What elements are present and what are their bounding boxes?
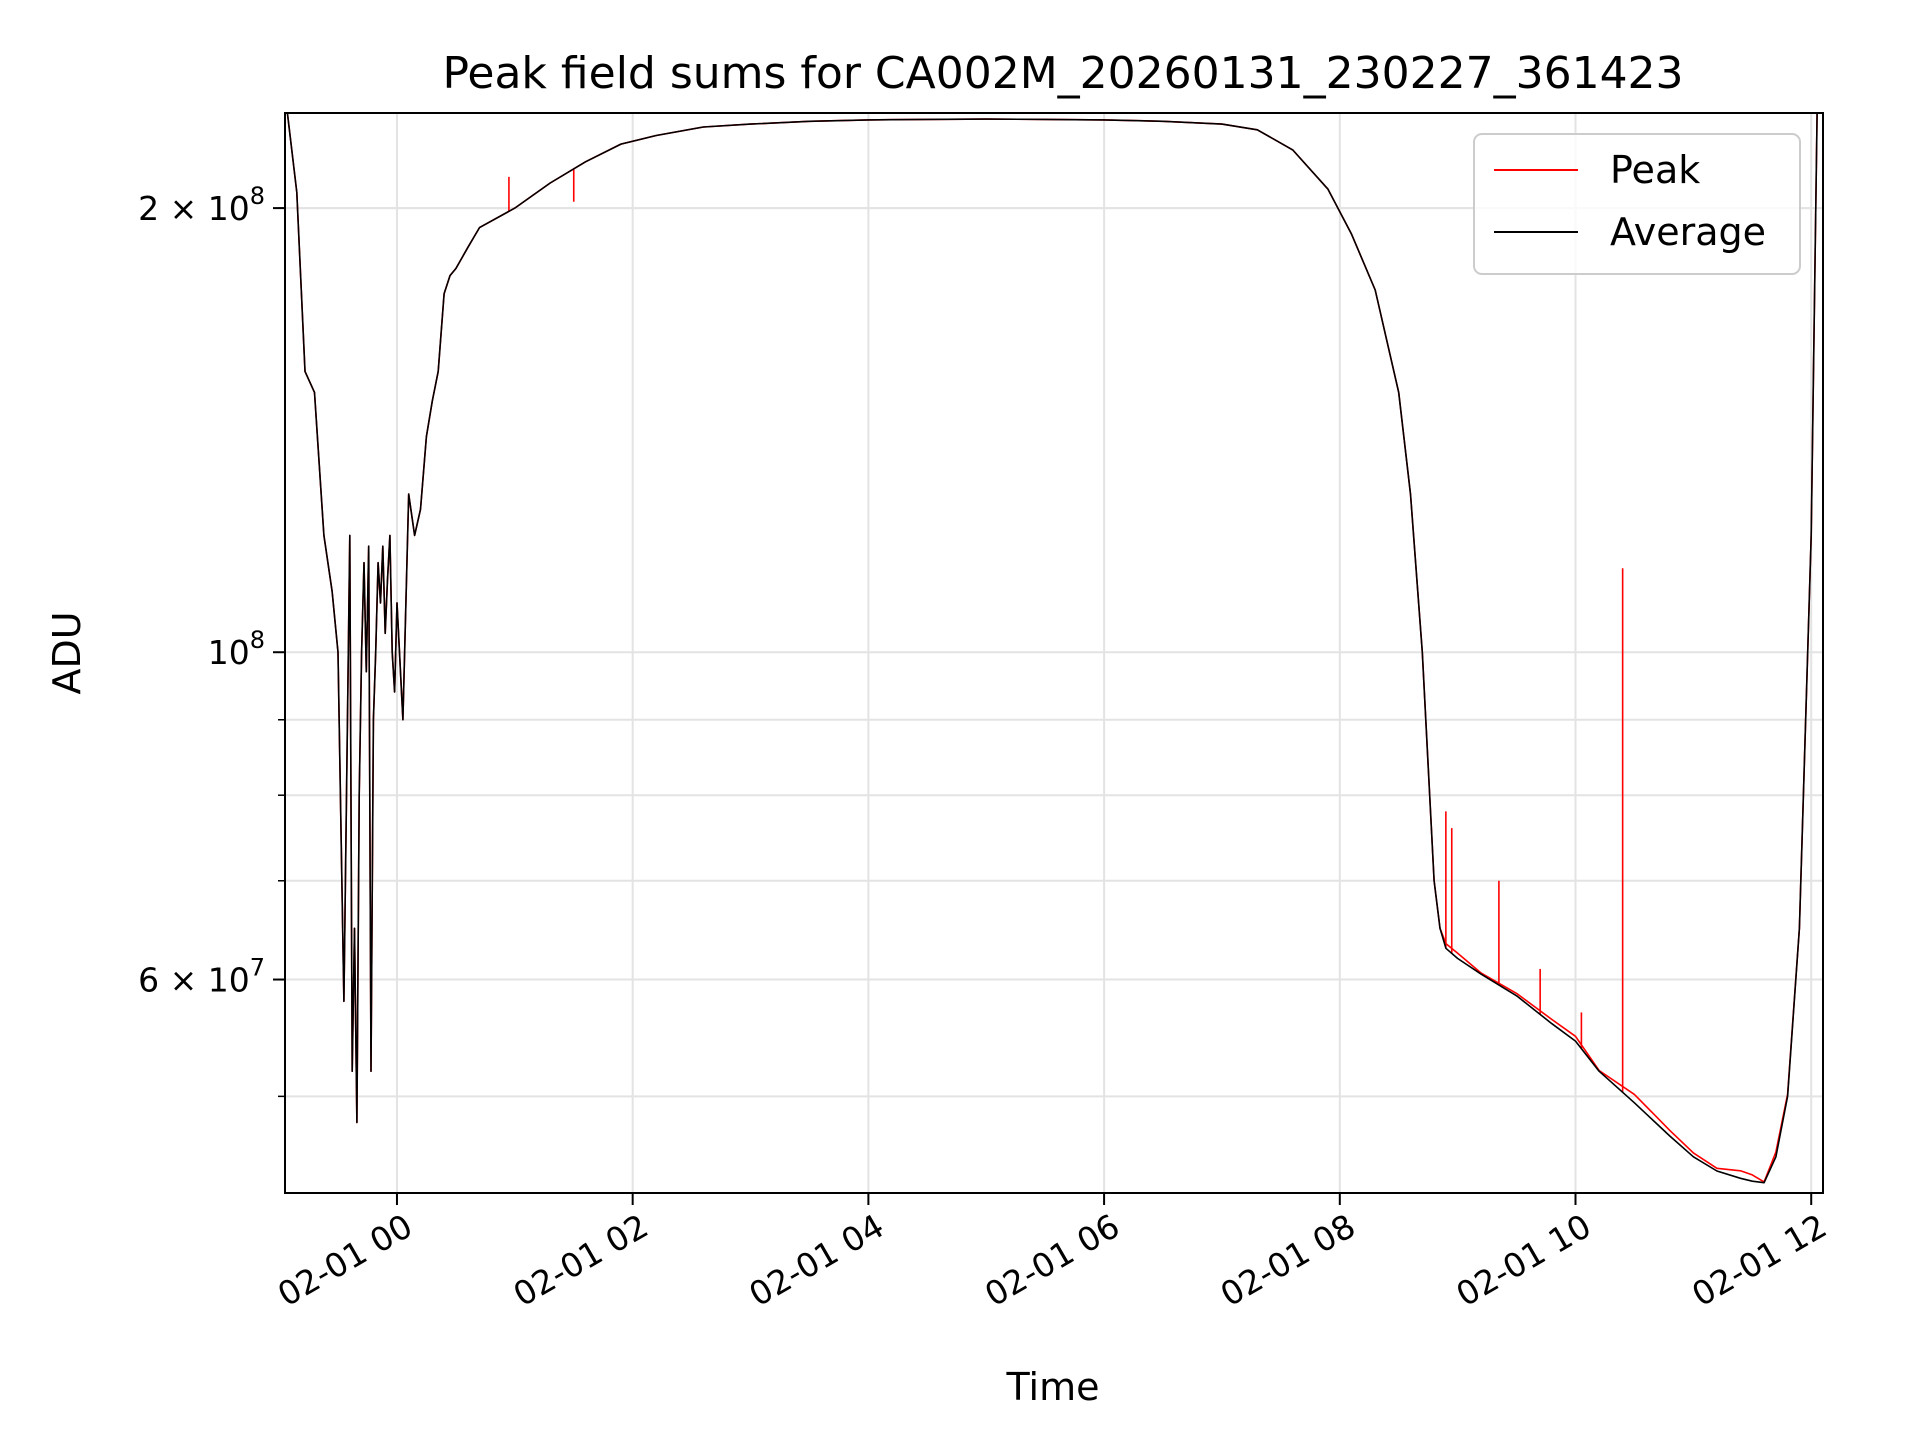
grid (285, 113, 1823, 1193)
x-axis-label: Time (1006, 1365, 1100, 1409)
y-tick-label: 2 × 108 (138, 182, 265, 228)
series-clip-group (286, 113, 1818, 1184)
chart-title: Peak field sums for CA002M_20260131_2302… (442, 48, 1683, 99)
y-tick-base: 10 (208, 633, 250, 672)
y-tick-base: 2 × 10 (138, 189, 250, 228)
y-tick-exponent: 8 (250, 182, 265, 210)
y-tick-label: 108 (208, 626, 265, 672)
series-layer (286, 113, 1818, 1184)
y-tick-label: 6 × 107 (138, 954, 265, 1000)
y-tick-base: 6 × 10 (138, 961, 250, 1000)
y-axis-label: ADU (45, 611, 89, 694)
average-series-line (286, 113, 1818, 1184)
y-tick-exponent: 7 (250, 954, 265, 982)
y-tick-exponent: 8 (250, 626, 265, 654)
legend-label-average: Average (1610, 210, 1766, 254)
legend-label-peak: Peak (1610, 148, 1700, 192)
legend: Peak Average (1473, 133, 1801, 275)
